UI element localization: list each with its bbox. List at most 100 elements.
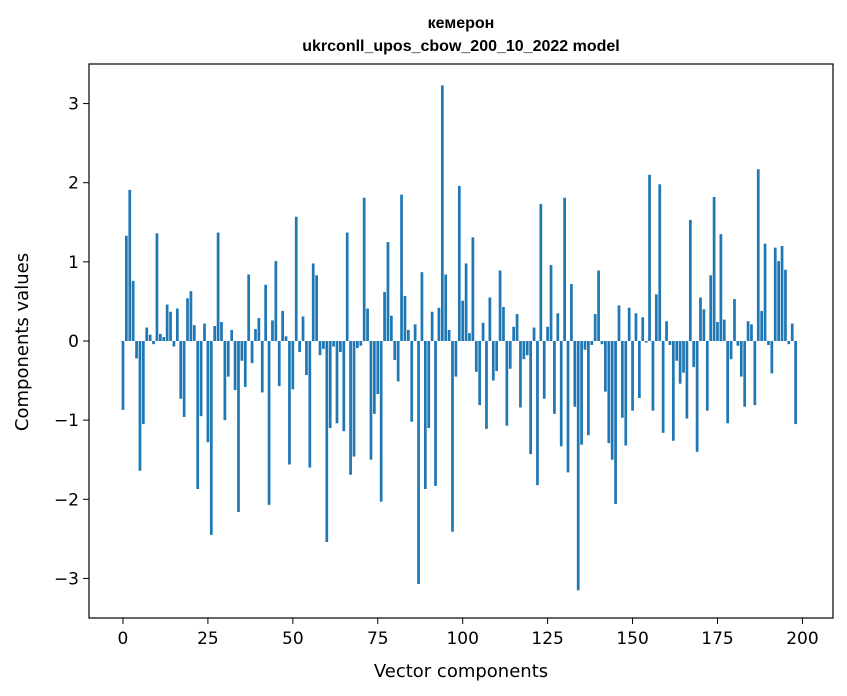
bar-152	[638, 341, 641, 398]
bar-43	[267, 341, 271, 505]
bar-131	[566, 341, 570, 473]
bar-10	[155, 233, 159, 341]
bar-57	[315, 275, 318, 341]
bar-99	[457, 185, 461, 341]
bar-157	[654, 294, 658, 341]
bar-56	[311, 263, 315, 341]
bar-188	[760, 310, 764, 341]
bar-7	[145, 327, 149, 341]
bar-80	[393, 341, 397, 360]
bar-69	[356, 341, 359, 349]
y-tick-label: −2	[54, 490, 79, 510]
bar-60	[325, 341, 329, 543]
chart-title-line-1: кемерон	[428, 15, 495, 32]
bar-126	[549, 265, 553, 341]
bar-71	[362, 197, 366, 341]
bar-63	[335, 341, 339, 424]
chart-title: кемерон ukrconll_upos_cbow_200_10_2022 m…	[302, 15, 619, 55]
bar-18	[182, 341, 186, 417]
bar-44	[271, 320, 274, 341]
x-tick-label: 50	[282, 629, 304, 649]
bar-22	[196, 341, 200, 489]
bar-162	[671, 341, 675, 441]
bar-19	[186, 298, 189, 341]
bar-62	[332, 341, 335, 347]
bar-182	[739, 341, 743, 377]
bar-64	[339, 341, 342, 353]
bar-187	[756, 169, 760, 341]
bar-144	[610, 341, 614, 460]
bar-114	[508, 341, 512, 369]
bar-195	[784, 269, 787, 341]
bar-15	[172, 341, 176, 347]
bar-1	[125, 235, 128, 341]
bar-129	[559, 341, 563, 447]
bar-68	[352, 341, 356, 457]
bar-2	[128, 189, 132, 341]
bar-39	[254, 329, 257, 341]
bar-165	[682, 341, 685, 373]
bar-160	[665, 321, 668, 341]
bar-191	[770, 341, 774, 374]
bar-47	[281, 310, 284, 341]
bar-176	[719, 234, 723, 341]
x-tick-label: 0	[118, 629, 129, 649]
bar-185	[750, 324, 753, 341]
bar-8	[148, 334, 152, 341]
bar-73	[369, 341, 373, 460]
chart-title-line-2: ukrconll_upos_cbow_200_10_2022 model	[302, 38, 619, 55]
bar-38	[250, 341, 254, 364]
bar-70	[359, 341, 363, 346]
bar-178	[726, 341, 730, 424]
bar-24	[203, 323, 206, 341]
bar-102	[468, 333, 471, 341]
bar-61	[328, 341, 332, 429]
bar-21	[192, 325, 196, 341]
bar-159	[661, 341, 665, 433]
bar-148	[624, 341, 628, 446]
bar-146	[617, 305, 621, 341]
bar-28	[216, 232, 220, 341]
y-tick-label: −1	[54, 411, 79, 431]
bar-95	[444, 274, 448, 341]
bar-113	[505, 341, 509, 426]
bar-156	[651, 341, 655, 411]
bar-91	[430, 311, 434, 341]
x-tick-label: 100	[446, 629, 478, 649]
bar-124	[542, 341, 546, 399]
bar-108	[488, 297, 492, 341]
bar-170	[699, 297, 702, 341]
bar-122	[536, 341, 539, 486]
bar-141	[600, 341, 604, 345]
bar-20	[189, 291, 193, 341]
bar-171	[702, 309, 706, 341]
bar-190	[767, 341, 770, 345]
bar-132	[570, 284, 573, 341]
x-axis-ticks: 0 25 50 75 100 125 150 175 200	[118, 618, 819, 649]
bar-5	[138, 341, 142, 471]
x-tick-label: 25	[197, 629, 219, 649]
bar-42	[264, 284, 268, 341]
bar-83	[403, 295, 407, 341]
bar-90	[427, 341, 431, 429]
bar-192	[773, 247, 777, 341]
bar-197	[790, 323, 794, 341]
x-tick-label: 150	[616, 629, 648, 649]
bar-14	[169, 311, 172, 341]
bar-50	[291, 341, 295, 390]
bar-29	[220, 322, 223, 341]
bar-88	[420, 272, 424, 341]
x-tick-label: 125	[531, 629, 563, 649]
bar-161	[668, 341, 672, 345]
x-axis-label: Vector components	[374, 661, 548, 682]
bar-93	[437, 307, 441, 341]
bar-186	[753, 341, 757, 406]
bar-123	[539, 204, 543, 341]
bars-group	[121, 85, 797, 591]
bar-77	[383, 291, 386, 341]
bar-54	[305, 341, 308, 376]
bar-9	[152, 341, 155, 345]
bar-184	[746, 321, 750, 341]
bar-117	[519, 341, 522, 408]
